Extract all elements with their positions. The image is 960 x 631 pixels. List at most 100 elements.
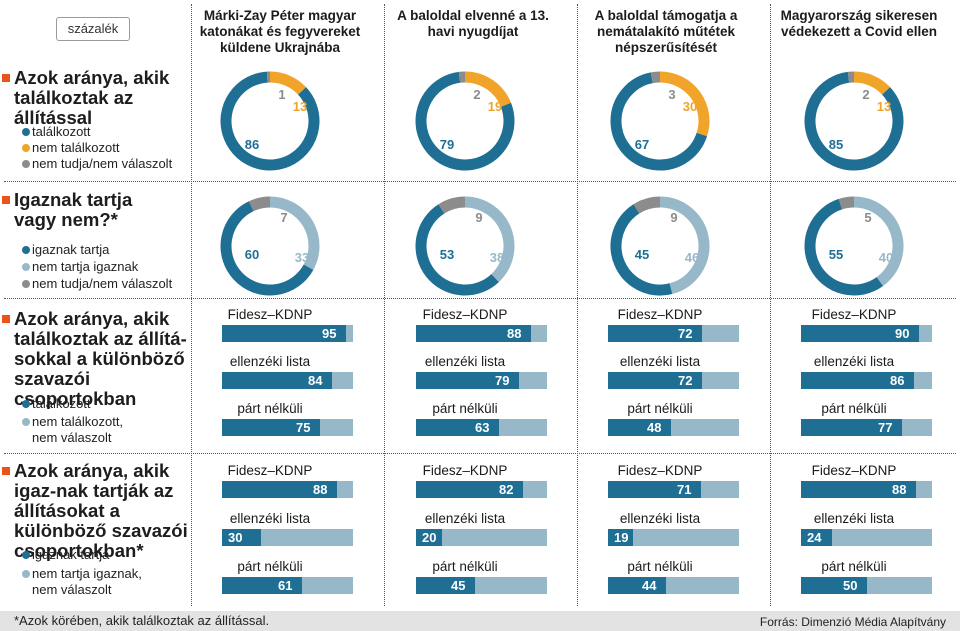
donut-r1-c1-value-1: 86: [244, 137, 260, 152]
bar-fill: [222, 325, 346, 342]
bar-value-label: 50: [843, 578, 858, 593]
footnote: *Azok körében, akik találkoztak az állít…: [14, 613, 270, 628]
bar-fill: [608, 372, 702, 389]
bar-fill: [608, 529, 633, 546]
donut-r2-c2-slice-1: [415, 204, 499, 296]
bar-group-label: párt nélküli: [432, 401, 498, 416]
bar-group-label: ellenzéki lista: [229, 354, 311, 369]
legend-item: találkozott: [18, 124, 91, 140]
donut-r2-c2-value-1: 53: [439, 247, 455, 262]
bar-group-label: Fidesz–KDNP: [617, 307, 703, 322]
bar-fill: [608, 481, 701, 498]
bar-track-b2-c1-g3: 61: [222, 577, 353, 594]
donut-r2-c3-slice-3: [633, 196, 661, 214]
bar-track-b1-c2-g1: 88: [416, 325, 547, 342]
donut-r2-c1-slice-1: [220, 201, 314, 296]
donut-r2-c2-donut: [415, 196, 515, 296]
bar-group-label: ellenzéki lista: [424, 354, 506, 369]
bar-fill: [608, 419, 671, 436]
bar-track-b2-c3-g2: 19: [608, 529, 739, 546]
donut-r1-c4-value-2: 13: [876, 99, 892, 114]
donut-r1-c3-value-3: 3: [668, 87, 676, 102]
bar-value-label: 71: [677, 482, 692, 497]
donut-r1-c1-slice-2: [269, 71, 307, 95]
donut-r1-c1-value-3: 1: [278, 87, 286, 102]
donut-r1-c2-value-3: 2: [473, 87, 481, 102]
bar-value-label: 82: [499, 482, 514, 497]
donut-r1-c3-value-2: 30: [682, 99, 698, 114]
bar-group-label: párt nélküli: [821, 401, 887, 416]
bar-group-label: ellenzéki lista: [813, 354, 895, 369]
bar-track-b2-c3-g3: 44: [608, 577, 739, 594]
bar-track-b1-c4-g1: 90: [801, 325, 932, 342]
donut-r1-c3-slice-1: [610, 72, 708, 171]
bar-group-label: Fidesz–KDNP: [227, 307, 313, 322]
donut-r2-c4-slice-2: [853, 196, 904, 287]
donut-r1-c2-value-2: 19: [487, 99, 503, 114]
bar-group-label: Fidesz–KDNP: [811, 463, 897, 478]
bar-group-label: párt nélküli: [821, 559, 887, 574]
column-divider: [577, 4, 578, 606]
bar-fill: [416, 529, 442, 546]
bar-track-b2-c2-g1: 82: [416, 481, 547, 498]
donut-r2-c1-value-1: 60: [244, 247, 260, 262]
bar-track-b1-c1-g1: 95: [222, 325, 353, 342]
bar-value-label: 30: [228, 530, 243, 545]
row-divider: [4, 453, 956, 454]
bar-fill: [416, 325, 531, 342]
donut-r2-c4-slice-3: [838, 196, 855, 210]
bar-group-label: ellenzéki lista: [424, 511, 506, 526]
bar-track-b2-c2-g2: 20: [416, 529, 547, 546]
donut-r1-c2-donut: [415, 71, 515, 171]
donut-r2-c3-donut: [610, 196, 710, 296]
bar-group-label: párt nélküli: [237, 559, 303, 574]
bar-fill: [222, 529, 261, 546]
unit-label: százalék: [56, 17, 130, 41]
donut-r1-c1-donut: [220, 71, 320, 171]
bar-fill: [801, 325, 919, 342]
donut-r2-c2-value-3: 9: [475, 210, 483, 225]
bar-track-b1-c4-g2: 86: [801, 372, 932, 389]
bar-fill: [222, 419, 320, 436]
legend-item: igaznak tartja: [18, 547, 109, 563]
bar-track-b2-c4-g1: 88: [801, 481, 932, 498]
bar-group-label: ellenzéki lista: [813, 511, 895, 526]
donut-r1-c4-value-1: 85: [828, 137, 844, 152]
bar-fill: [416, 577, 475, 594]
bar-value-label: 90: [895, 326, 910, 341]
donut-r2-c3-value-1: 45: [634, 247, 650, 262]
bar-fill: [801, 372, 914, 389]
bar-track-b2-c4-g2: 24: [801, 529, 932, 546]
donut-r2-c3-value-2: 46: [684, 250, 700, 265]
column-title-2: A baloldal elvenné a 13. havi nyugdíjat: [397, 8, 549, 39]
donut-r1-c4-slice-1: [804, 71, 904, 171]
section-title-1: Azok aránya, akik találkoztak az állítás…: [14, 68, 192, 128]
section-marker: [2, 467, 10, 475]
column-divider: [191, 4, 192, 606]
donut-r2-c4-value-2: 40: [878, 250, 894, 265]
donut-r1-c2-slice-2: [464, 71, 512, 108]
bar-value-label: 88: [892, 482, 907, 497]
section-marker: [2, 196, 10, 204]
column-divider: [770, 4, 771, 606]
donut-r2-c4-slice-1: [804, 198, 884, 296]
legend-item: nem tartja igaznak: [18, 259, 138, 275]
bar-value-label: 88: [313, 482, 328, 497]
donut-r1-c1-slice-1: [220, 71, 320, 171]
bar-group-label: ellenzéki lista: [619, 511, 701, 526]
bar-track-b1-c2-g2: 79: [416, 372, 547, 389]
bar-fill: [222, 577, 302, 594]
bar-value-label: 48: [647, 420, 662, 435]
column-title-1: Márki-Zay Péter magyar katonákat és fegy…: [199, 8, 361, 55]
donut-r1-c4-value-3: 2: [862, 87, 870, 102]
footer-band: [0, 611, 960, 631]
bar-value-label: 95: [322, 326, 337, 341]
section-title-2: Igaznak tartja vagy nem?*: [14, 189, 133, 230]
bar-value-label: 19: [614, 530, 629, 545]
donut-r1-c2-value-1: 79: [439, 137, 455, 152]
donut-r1-c3-slice-2: [659, 71, 710, 137]
bar-value-label: 88: [507, 326, 522, 341]
bar-track-b1-c3-g2: 72: [608, 372, 739, 389]
bar-group-label: párt nélküli: [627, 401, 693, 416]
